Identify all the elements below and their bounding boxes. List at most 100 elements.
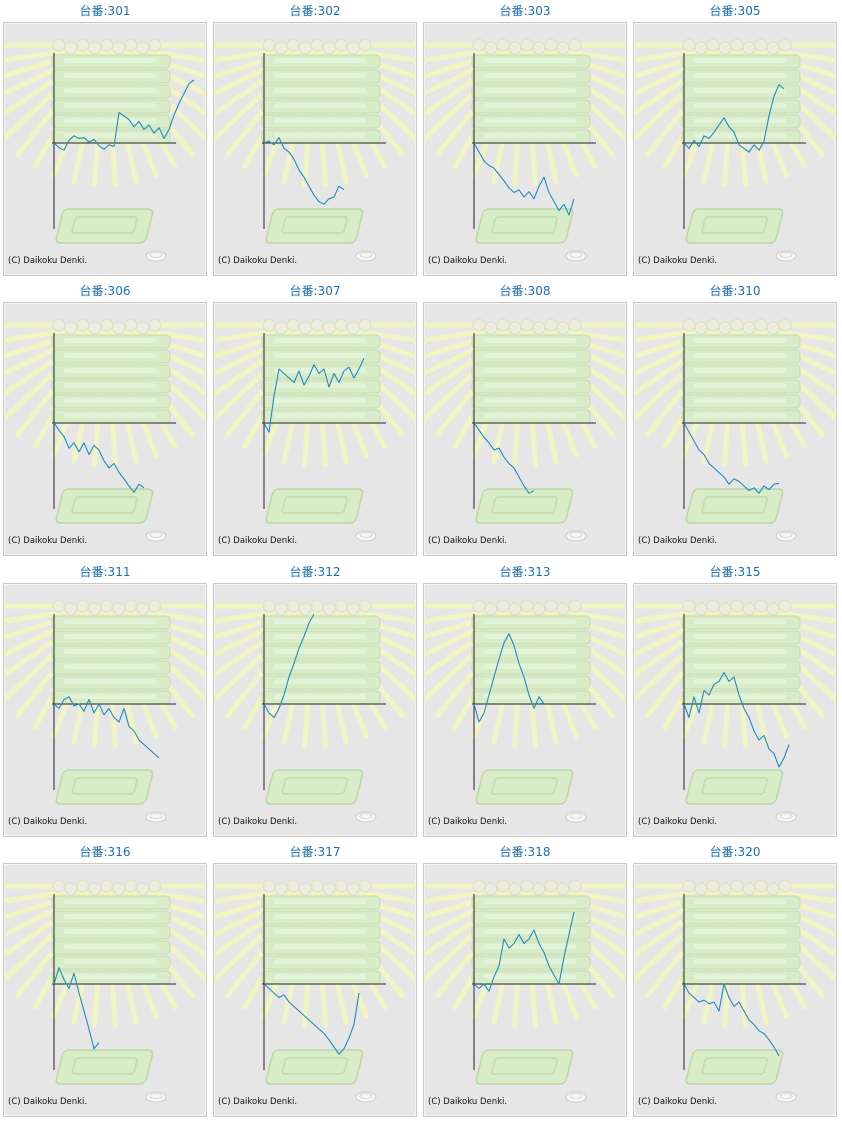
payout-line-series — [683, 422, 780, 494]
graph-cell: 台番:301 (C) Daikoku Denki. — [0, 0, 210, 280]
payout-graph-svg — [424, 318, 626, 542]
machine-number-title[interactable]: 台番:307 — [289, 284, 341, 298]
payout-line-series — [263, 137, 345, 205]
graph-cell: 台番:308 (C) Daikoku Denki. — [420, 280, 630, 560]
background-artwork — [4, 38, 206, 262]
payout-line-series — [53, 422, 145, 493]
background-artwork — [214, 879, 416, 1103]
graph-panel: (C) Daikoku Denki. — [423, 302, 627, 556]
copyright-text: (C) Daikoku Denki. — [8, 1097, 88, 1107]
payout-line-series — [263, 613, 315, 719]
payout-graph-svg — [424, 599, 626, 823]
graph-panel: (C) Daikoku Denki. — [3, 302, 207, 556]
copyright-text: (C) Daikoku Denki. — [218, 536, 298, 546]
payout-graph-svg — [634, 599, 836, 823]
graph-cell: 台番:320 (C) Daikoku Denki. — [630, 841, 840, 1121]
payout-graph-svg — [424, 38, 626, 262]
payout-graph-svg — [214, 38, 416, 262]
payout-line-series — [683, 671, 790, 768]
graph-panel: (C) Daikoku Denki. — [3, 863, 207, 1117]
background-artwork — [634, 879, 836, 1103]
graph-panel: (C) Daikoku Denki. — [3, 22, 207, 276]
copyright-text: (C) Daikoku Denki. — [428, 1097, 508, 1107]
graph-cell: 台番:317 (C) Daikoku Denki. — [210, 841, 420, 1121]
machine-number-title[interactable]: 台番:306 — [79, 284, 131, 298]
graph-panel: (C) Daikoku Denki. — [423, 22, 627, 276]
payout-line-series — [473, 422, 535, 494]
machine-number-title[interactable]: 台番:311 — [79, 565, 131, 579]
graph-cell: 台番:310 (C) Daikoku Denki. — [630, 280, 840, 560]
payout-graph-svg — [214, 879, 416, 1103]
copyright-text: (C) Daikoku Denki. — [638, 817, 718, 827]
background-artwork — [634, 38, 836, 262]
machine-number-title[interactable]: 台番:318 — [499, 845, 551, 859]
payout-line-series — [473, 142, 575, 216]
payout-graph-svg — [214, 318, 416, 542]
copyright-text: (C) Daikoku Denki. — [8, 256, 88, 266]
graph-panel: (C) Daikoku Denki. — [213, 583, 417, 837]
graph-cell: 台番:302 (C) Daikoku Denki. — [210, 0, 420, 280]
payout-graph-svg — [4, 879, 206, 1103]
payout-graph-svg — [634, 318, 836, 542]
copyright-text: (C) Daikoku Denki. — [638, 536, 718, 546]
graph-panel: (C) Daikoku Denki. — [213, 22, 417, 276]
copyright-text: (C) Daikoku Denki. — [218, 1097, 298, 1107]
graph-panel: (C) Daikoku Denki. — [633, 863, 837, 1117]
background-artwork — [214, 318, 416, 542]
graph-cell: 台番:311 (C) Daikoku Denki. — [0, 561, 210, 841]
graph-panel: (C) Daikoku Denki. — [3, 583, 207, 837]
background-artwork — [424, 38, 626, 262]
copyright-text: (C) Daikoku Denki. — [428, 256, 508, 266]
machine-number-title[interactable]: 台番:315 — [709, 565, 761, 579]
graph-cell: 台番:303 (C) Daikoku Denki. — [420, 0, 630, 280]
graph-panel: (C) Daikoku Denki. — [423, 863, 627, 1117]
graph-panel: (C) Daikoku Denki. — [213, 863, 417, 1117]
graph-panel: (C) Daikoku Denki. — [633, 302, 837, 556]
payout-line-series — [53, 696, 160, 759]
copyright-text: (C) Daikoku Denki. — [428, 536, 508, 546]
payout-graph-svg — [634, 879, 836, 1103]
machine-number-title[interactable]: 台番:301 — [79, 4, 131, 18]
machine-number-title[interactable]: 台番:320 — [709, 845, 761, 859]
background-artwork — [634, 318, 836, 542]
payout-line-series — [263, 357, 365, 433]
copyright-text: (C) Daikoku Denki. — [218, 256, 298, 266]
machine-number-title[interactable]: 台番:302 — [289, 4, 341, 18]
payout-line-series — [263, 983, 360, 1055]
copyright-text: (C) Daikoku Denki. — [8, 536, 88, 546]
machine-number-title[interactable]: 台番:316 — [79, 845, 131, 859]
graph-cell: 台番:315 (C) Daikoku Denki. — [630, 561, 840, 841]
machine-number-title[interactable]: 台番:312 — [289, 565, 341, 579]
payout-line-series — [53, 79, 195, 151]
background-artwork — [4, 599, 206, 823]
background-artwork — [424, 599, 626, 823]
copyright-text: (C) Daikoku Denki. — [8, 817, 88, 827]
background-artwork — [214, 599, 416, 823]
machine-number-title[interactable]: 台番:305 — [709, 4, 761, 18]
machine-number-title[interactable]: 台番:317 — [289, 845, 341, 859]
copyright-text: (C) Daikoku Denki. — [218, 817, 298, 827]
graph-cell: 台番:312 (C) Daikoku Denki. — [210, 561, 420, 841]
graph-cell: 台番:318 (C) Daikoku Denki. — [420, 841, 630, 1121]
graph-cell: 台番:313 (C) Daikoku Denki. — [420, 561, 630, 841]
copyright-text: (C) Daikoku Denki. — [428, 817, 508, 827]
background-artwork — [424, 318, 626, 542]
payout-graph-svg — [634, 38, 836, 262]
payout-graph-svg — [424, 879, 626, 1103]
payout-graph-svg — [4, 318, 206, 542]
machine-number-title[interactable]: 台番:308 — [499, 284, 551, 298]
machine-number-title[interactable]: 台番:303 — [499, 4, 551, 18]
background-artwork — [4, 318, 206, 542]
copyright-text: (C) Daikoku Denki. — [638, 1097, 718, 1107]
payout-graph-svg — [4, 599, 206, 823]
payout-line-series — [473, 911, 575, 992]
payout-line-series — [473, 633, 545, 723]
graph-panel: (C) Daikoku Denki. — [633, 583, 837, 837]
graph-cell: 台番:306 (C) Daikoku Denki. — [0, 280, 210, 560]
machine-number-title[interactable]: 台番:310 — [709, 284, 761, 298]
machine-number-title[interactable]: 台番:313 — [499, 565, 551, 579]
graph-panel: (C) Daikoku Denki. — [213, 302, 417, 556]
background-artwork — [634, 599, 836, 823]
payout-graph-svg — [214, 599, 416, 823]
